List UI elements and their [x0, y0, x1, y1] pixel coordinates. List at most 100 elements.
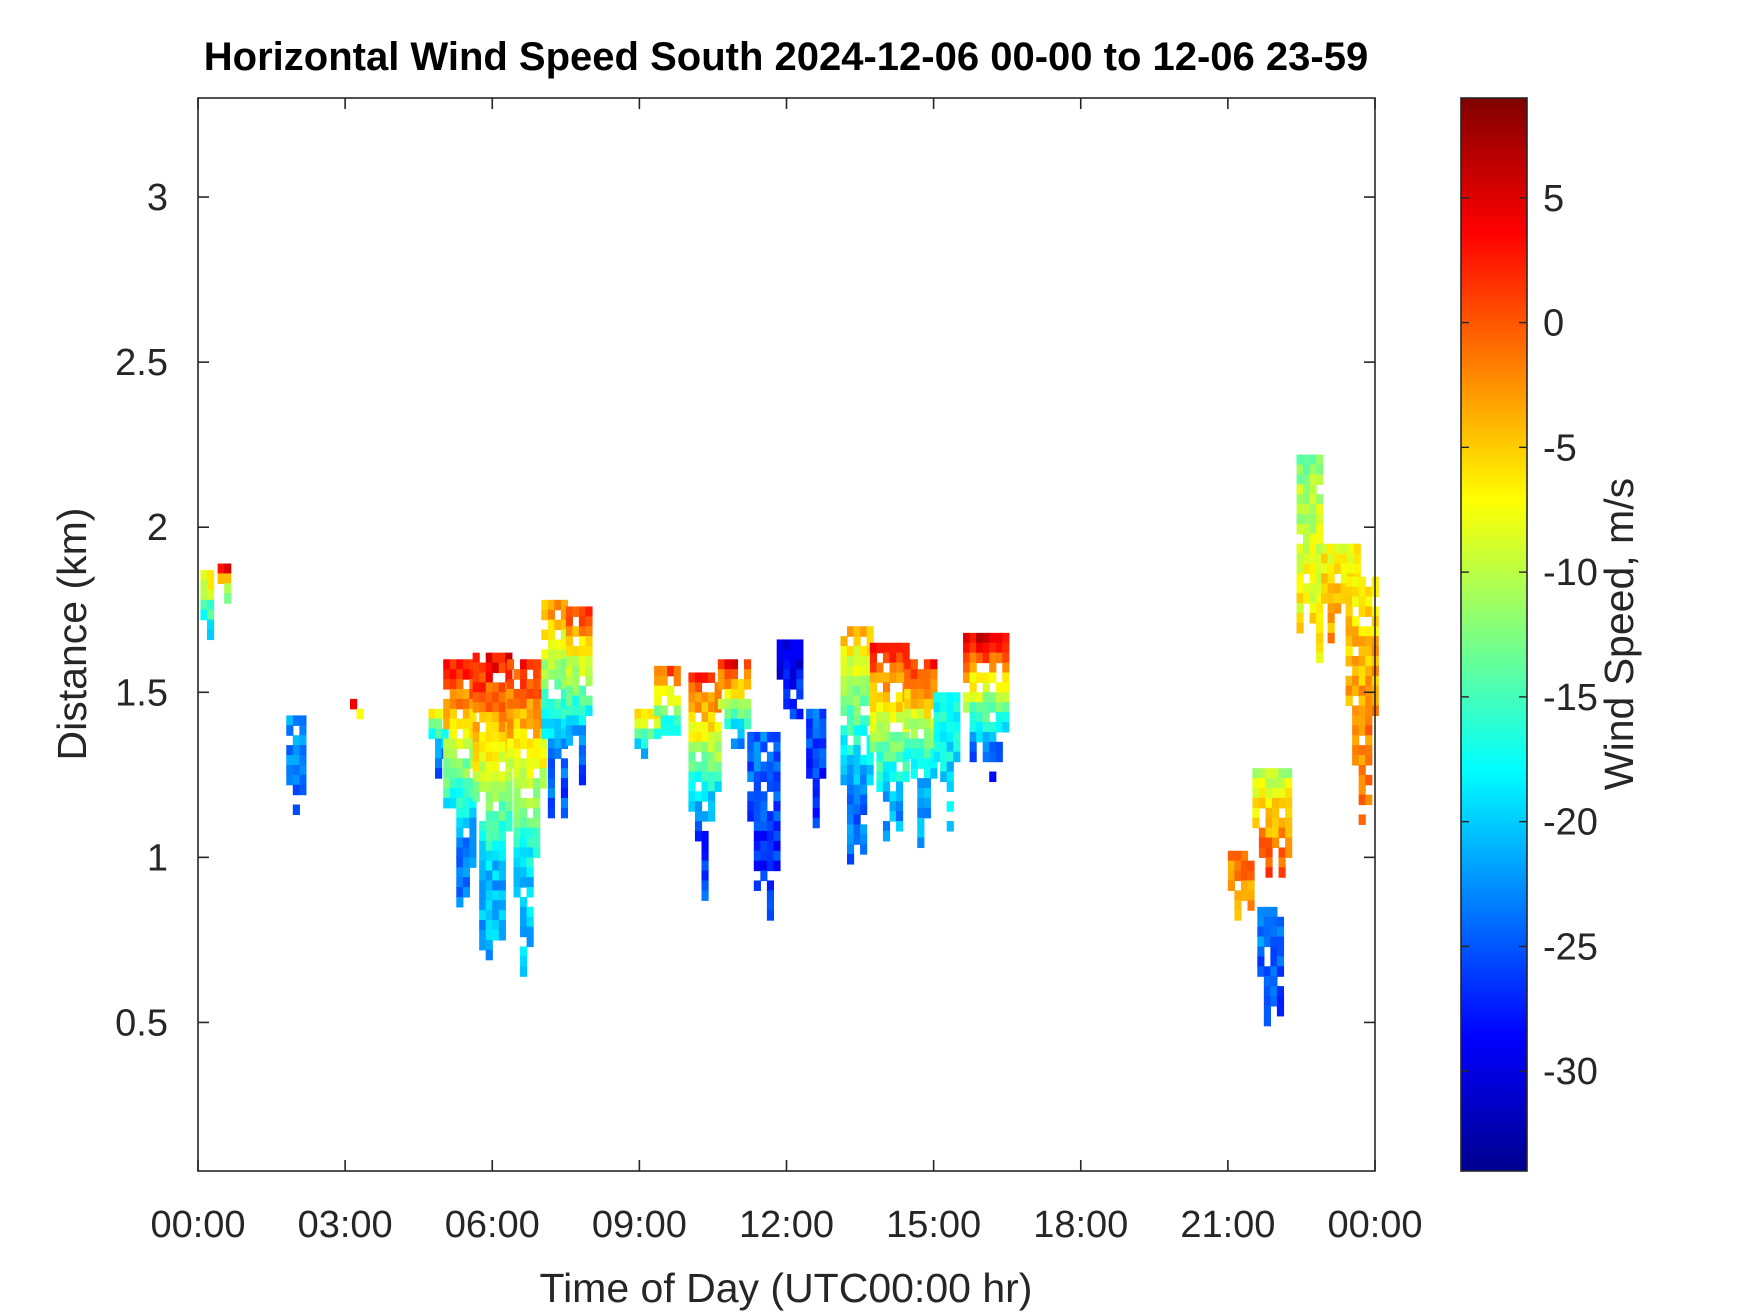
heatmap-cell [869, 712, 878, 723]
heatmap-cell [1272, 837, 1280, 849]
heatmap-cell [469, 708, 477, 720]
heatmap-cell [1352, 586, 1360, 598]
heatmap-cell [498, 860, 506, 872]
heatmap-cell [876, 712, 884, 723]
heatmap-cell [1296, 464, 1304, 475]
heatmap-cell [1316, 494, 1324, 505]
heatmap-cell [286, 725, 294, 736]
heatmap-cell [963, 632, 971, 644]
heatmap-cell [860, 804, 868, 816]
heatmap-cell [766, 900, 775, 911]
heatmap-cell [1296, 583, 1304, 594]
heatmap-cell [1316, 603, 1324, 614]
heatmap-cell [933, 731, 941, 743]
heatmap-cell [572, 665, 580, 677]
heatmap-cell [449, 659, 457, 670]
heatmap-cell [819, 708, 827, 720]
heatmap-cell [846, 745, 855, 756]
heatmap-cell [443, 748, 451, 759]
heatmap-cell [930, 659, 938, 670]
heatmap-cell [520, 867, 528, 878]
heatmap-cell [1345, 626, 1353, 637]
heatmap-cell [485, 652, 493, 664]
heatmap-cell [812, 807, 820, 819]
heatmap-cell [1270, 986, 1278, 997]
heatmap-cell [224, 563, 232, 575]
heatmap-cell [485, 702, 493, 713]
heatmap-cell [585, 705, 593, 716]
heatmap-cell [910, 758, 918, 769]
heatmap-cell [513, 688, 521, 700]
heatmap-cell [1345, 685, 1353, 697]
heatmap-cell [969, 692, 977, 703]
heatmap-cell [654, 685, 662, 697]
heatmap-cell [299, 755, 307, 766]
heatmap-cell [730, 698, 739, 710]
heatmap-cell [701, 702, 709, 713]
heatmap-cell [1240, 890, 1249, 901]
heatmap-cell [989, 731, 997, 743]
heatmap-cell [520, 916, 528, 928]
heatmap-cell [773, 850, 781, 862]
heatmap-cell [995, 712, 1003, 723]
heatmap-cell [1257, 916, 1265, 928]
heatmap-cell [469, 797, 477, 809]
heatmap-cell [1340, 563, 1348, 575]
heatmap-cell [982, 652, 990, 664]
heatmap-cell [923, 768, 931, 779]
heatmap-cell [547, 708, 555, 720]
heatmap-cell [688, 781, 696, 792]
heatmap-cell [462, 837, 470, 849]
heatmap-cell [904, 718, 912, 730]
heatmap-cell [840, 675, 848, 687]
heatmap-cell [1240, 860, 1249, 872]
heatmap-cell [641, 718, 649, 730]
heatmap-cell [479, 731, 487, 743]
heatmap-cell [1358, 794, 1366, 806]
heatmap-cell [485, 682, 493, 693]
heatmap-cell [766, 880, 775, 891]
heatmap-cell [976, 731, 984, 743]
heatmap-cell [1270, 996, 1278, 1007]
heatmap-cell [783, 698, 791, 710]
heatmap-cell [572, 646, 580, 657]
heatmap-cell [853, 715, 861, 726]
heatmap-cell [1296, 593, 1304, 604]
heatmap-cell [565, 675, 573, 687]
heatmap-cell [299, 774, 307, 786]
heatmap-cell [498, 652, 506, 664]
heatmap-cell [753, 791, 761, 802]
heatmap-cell [498, 920, 506, 931]
heatmap-cell [882, 682, 891, 693]
heatmap-cell [923, 698, 931, 710]
heatmap-cell [1265, 807, 1273, 819]
heatmap-cell [1252, 797, 1260, 809]
heatmap-cell [1257, 936, 1265, 948]
heatmap-cell [456, 807, 464, 819]
heatmap-cell [737, 718, 745, 730]
heatmap-cell [498, 731, 506, 743]
heatmap-cell [760, 761, 768, 773]
heatmap-cell [853, 665, 861, 677]
heatmap-cell [714, 741, 722, 753]
heatmap-cell [1258, 797, 1267, 809]
heatmap-cell [882, 721, 891, 733]
heatmap-cell [533, 688, 541, 700]
heatmap-cell [896, 791, 904, 802]
heatmap-cell [533, 807, 541, 819]
heatmap-cell [812, 758, 820, 769]
heatmap-cell [701, 672, 709, 683]
heatmap-cell [860, 626, 868, 637]
heatmap-cell [940, 712, 948, 723]
heatmap-cell [1270, 966, 1278, 977]
heatmap-cell [565, 606, 573, 617]
heatmap-cell [1296, 563, 1304, 575]
heatmap-cell [526, 877, 534, 888]
heatmap-cell [485, 870, 493, 882]
heatmap-cell [1352, 636, 1360, 647]
heatmap-cell [946, 771, 954, 783]
y-tick-labels: 0.5 1 1.5 2 2.5 3 [115, 177, 168, 1044]
heatmap-cell [1365, 596, 1373, 608]
heatmap-cell [701, 791, 709, 802]
heatmap-cell [1278, 797, 1286, 809]
